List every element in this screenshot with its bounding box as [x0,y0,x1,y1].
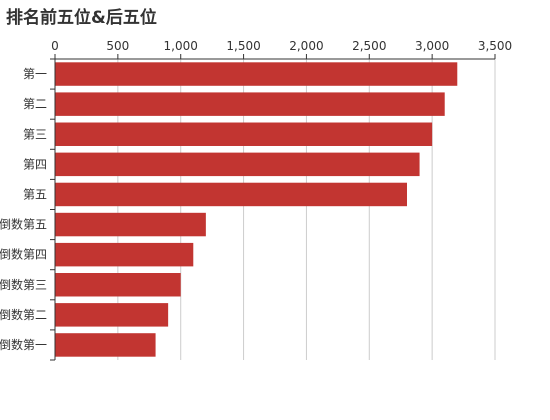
x-tick-label: 1,000 [164,39,198,53]
y-tick-label: 第二 [23,97,47,111]
bar [55,333,156,357]
bar [55,273,181,297]
y-tick-label: 倒数第五 [0,217,47,232]
y-tick-label: 倒数第一 [0,337,47,352]
bars [55,62,458,357]
chart-title: 排名前五位&后五位 [6,8,157,28]
bar [55,122,433,146]
x-tick-label: 1,500 [226,39,260,53]
bar [55,62,458,86]
bar [55,212,206,237]
y-tick-label: 倒数第二 [0,307,47,322]
x-tick-label: 2,500 [352,39,386,53]
x-tick-label: 2,000 [289,39,323,53]
bar [55,303,169,327]
y-tick-label: 倒数第四 [0,247,47,262]
y-tick-label: 第一 [23,67,47,81]
y-tick-label: 第五 [23,187,47,201]
axes: 0 500 1,000 1,500 2,000 2,500 3,000 3,500 第一第二第三… [0,39,512,361]
x-tick-label: 0 [51,39,59,53]
y-tick-label: 倒数第三 [0,277,47,292]
x-tick-label: 3,000 [415,39,449,53]
bar [55,182,407,207]
bar [55,92,445,116]
x-tick-label: 500 [106,39,129,53]
x-tick-label: 3,500 [478,39,512,53]
bar [55,242,194,267]
bar [55,152,420,177]
y-tick-label: 第四 [23,157,47,171]
y-tick-label: 第三 [23,127,47,141]
